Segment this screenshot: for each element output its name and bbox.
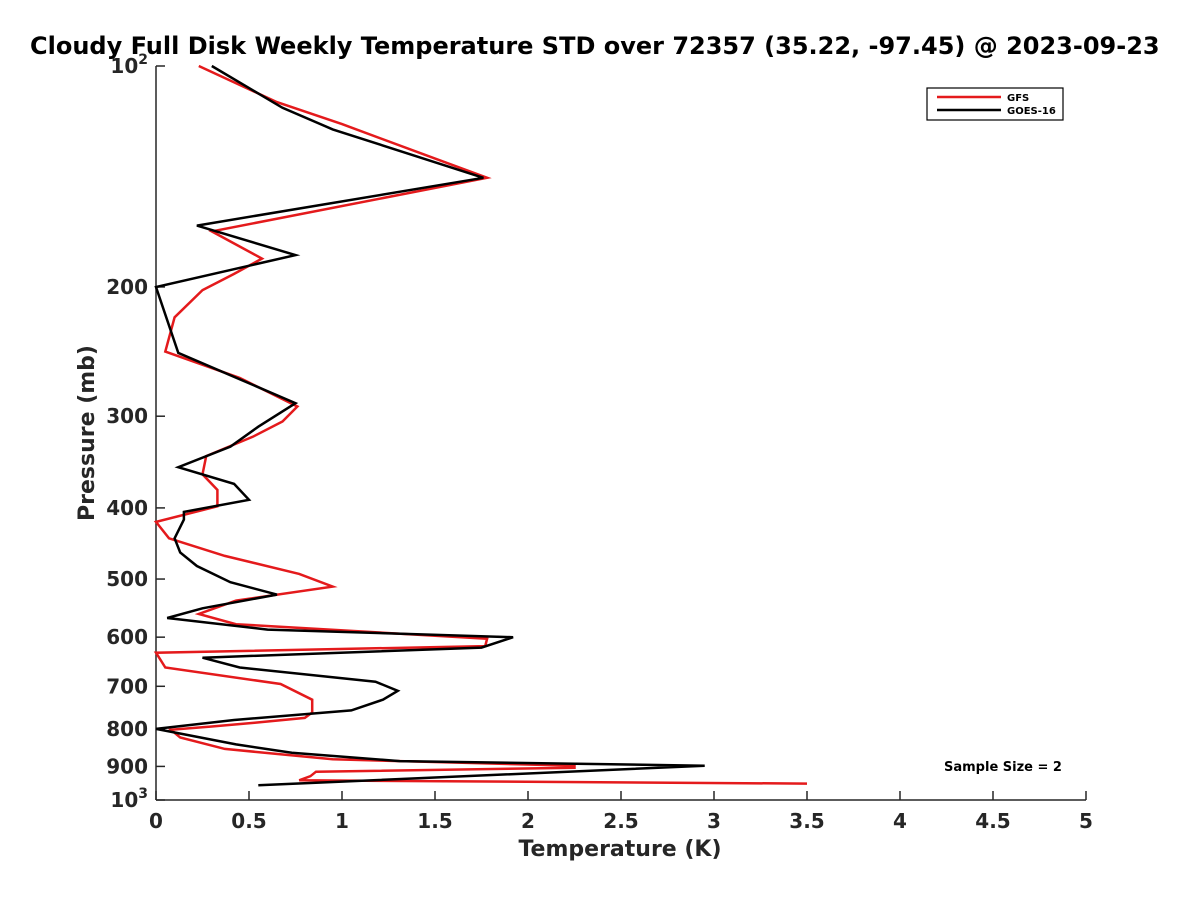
legend-box (926, 87, 1064, 121)
sample-size-annotation: Sample Size = 2 (944, 760, 1062, 775)
x-tick-label: 3.5 (789, 809, 824, 833)
x-tick-label: 2 (521, 809, 535, 833)
y-tick-exponent: 3 (138, 786, 148, 802)
y-tick-base: 10 (110, 788, 138, 812)
x-tick-label: 5 (1079, 809, 1093, 833)
series-line-goes-16 (154, 64, 705, 787)
y-tick-label: 102 (110, 52, 148, 78)
y-tick-label: 200 (106, 275, 148, 299)
y-tick-exponent: 2 (138, 52, 148, 68)
chart-title: Cloudy Full Disk Weekly Temperature STD … (30, 32, 1160, 60)
x-tick-label: 0.5 (231, 809, 266, 833)
legend-label: GFS (1007, 93, 1029, 104)
plot-axes: 0 0.5 1 1.5 2 2.5 3 3.5 4 4.5 51022003004005006007… (106, 52, 1093, 833)
y-tick-base: 10 (110, 54, 138, 78)
y-tick-label: 800 (106, 717, 148, 741)
x-tick-label: 1.5 (417, 809, 452, 833)
x-tick-label: 0 (149, 809, 163, 833)
series-line-gfs (153, 64, 808, 785)
x-tick-label: 1 (335, 809, 349, 833)
y-tick-label: 700 (106, 674, 148, 698)
x-tick-label: 4 (893, 809, 907, 833)
x-axis-label: Temperature (K) (518, 837, 721, 862)
legend: GFS GOES-16 (926, 87, 1064, 121)
y-tick-label: 400 (106, 496, 148, 520)
legend-label: GOES-16 (1007, 106, 1056, 117)
x-tick-label: 2.5 (603, 809, 638, 833)
y-tick-label: 500 (106, 567, 148, 591)
y-tick-label: 600 (106, 625, 148, 649)
y-tick-label: 900 (106, 754, 148, 778)
y-tick-label: 103 (110, 786, 148, 812)
x-tick-label: 3 (707, 809, 721, 833)
series-layer (153, 64, 808, 787)
y-axis-label: Pressure (mb) (75, 345, 100, 521)
y-tick-label: 300 (106, 404, 148, 428)
x-tick-label: 4.5 (975, 809, 1010, 833)
